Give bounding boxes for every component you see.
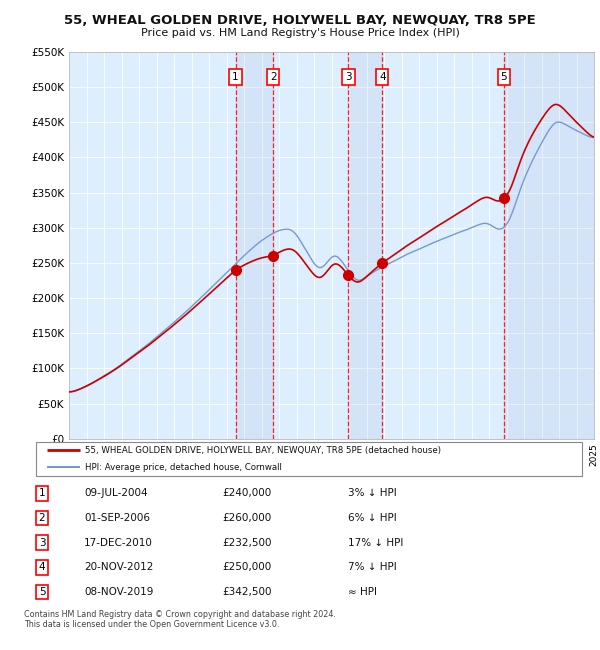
Text: 08-NOV-2019: 08-NOV-2019 — [84, 587, 154, 597]
Bar — [236, 52, 273, 439]
Text: £342,500: £342,500 — [222, 587, 271, 597]
Text: 09-JUL-2004: 09-JUL-2004 — [84, 488, 148, 499]
Text: 4: 4 — [38, 562, 46, 573]
Text: 5: 5 — [38, 587, 46, 597]
Text: £250,000: £250,000 — [222, 562, 271, 573]
Text: 7% ↓ HPI: 7% ↓ HPI — [348, 562, 397, 573]
Text: 17% ↓ HPI: 17% ↓ HPI — [348, 538, 403, 548]
Text: 4: 4 — [379, 72, 386, 82]
Text: 6% ↓ HPI: 6% ↓ HPI — [348, 513, 397, 523]
Text: £232,500: £232,500 — [222, 538, 271, 548]
Bar — [504, 52, 594, 439]
Text: 3: 3 — [38, 538, 46, 548]
Text: 20-NOV-2012: 20-NOV-2012 — [84, 562, 154, 573]
Text: Price paid vs. HM Land Registry's House Price Index (HPI): Price paid vs. HM Land Registry's House … — [140, 28, 460, 38]
Text: 1: 1 — [38, 488, 46, 499]
Text: 3: 3 — [345, 72, 352, 82]
Text: £240,000: £240,000 — [222, 488, 271, 499]
Text: 2: 2 — [270, 72, 277, 82]
Text: 3% ↓ HPI: 3% ↓ HPI — [348, 488, 397, 499]
Text: ≈ HPI: ≈ HPI — [348, 587, 377, 597]
Text: £260,000: £260,000 — [222, 513, 271, 523]
Text: 5: 5 — [500, 72, 507, 82]
Text: 17-DEC-2010: 17-DEC-2010 — [84, 538, 153, 548]
Text: Contains HM Land Registry data © Crown copyright and database right 2024.
This d: Contains HM Land Registry data © Crown c… — [24, 610, 336, 629]
FancyBboxPatch shape — [36, 442, 582, 476]
Text: 55, WHEAL GOLDEN DRIVE, HOLYWELL BAY, NEWQUAY, TR8 5PE: 55, WHEAL GOLDEN DRIVE, HOLYWELL BAY, NE… — [64, 14, 536, 27]
Text: 55, WHEAL GOLDEN DRIVE, HOLYWELL BAY, NEWQUAY, TR8 5PE (detached house): 55, WHEAL GOLDEN DRIVE, HOLYWELL BAY, NE… — [85, 446, 441, 455]
Bar — [349, 52, 382, 439]
Text: 01-SEP-2006: 01-SEP-2006 — [84, 513, 150, 523]
Text: HPI: Average price, detached house, Cornwall: HPI: Average price, detached house, Corn… — [85, 463, 282, 472]
Text: 2: 2 — [38, 513, 46, 523]
Text: 1: 1 — [232, 72, 239, 82]
